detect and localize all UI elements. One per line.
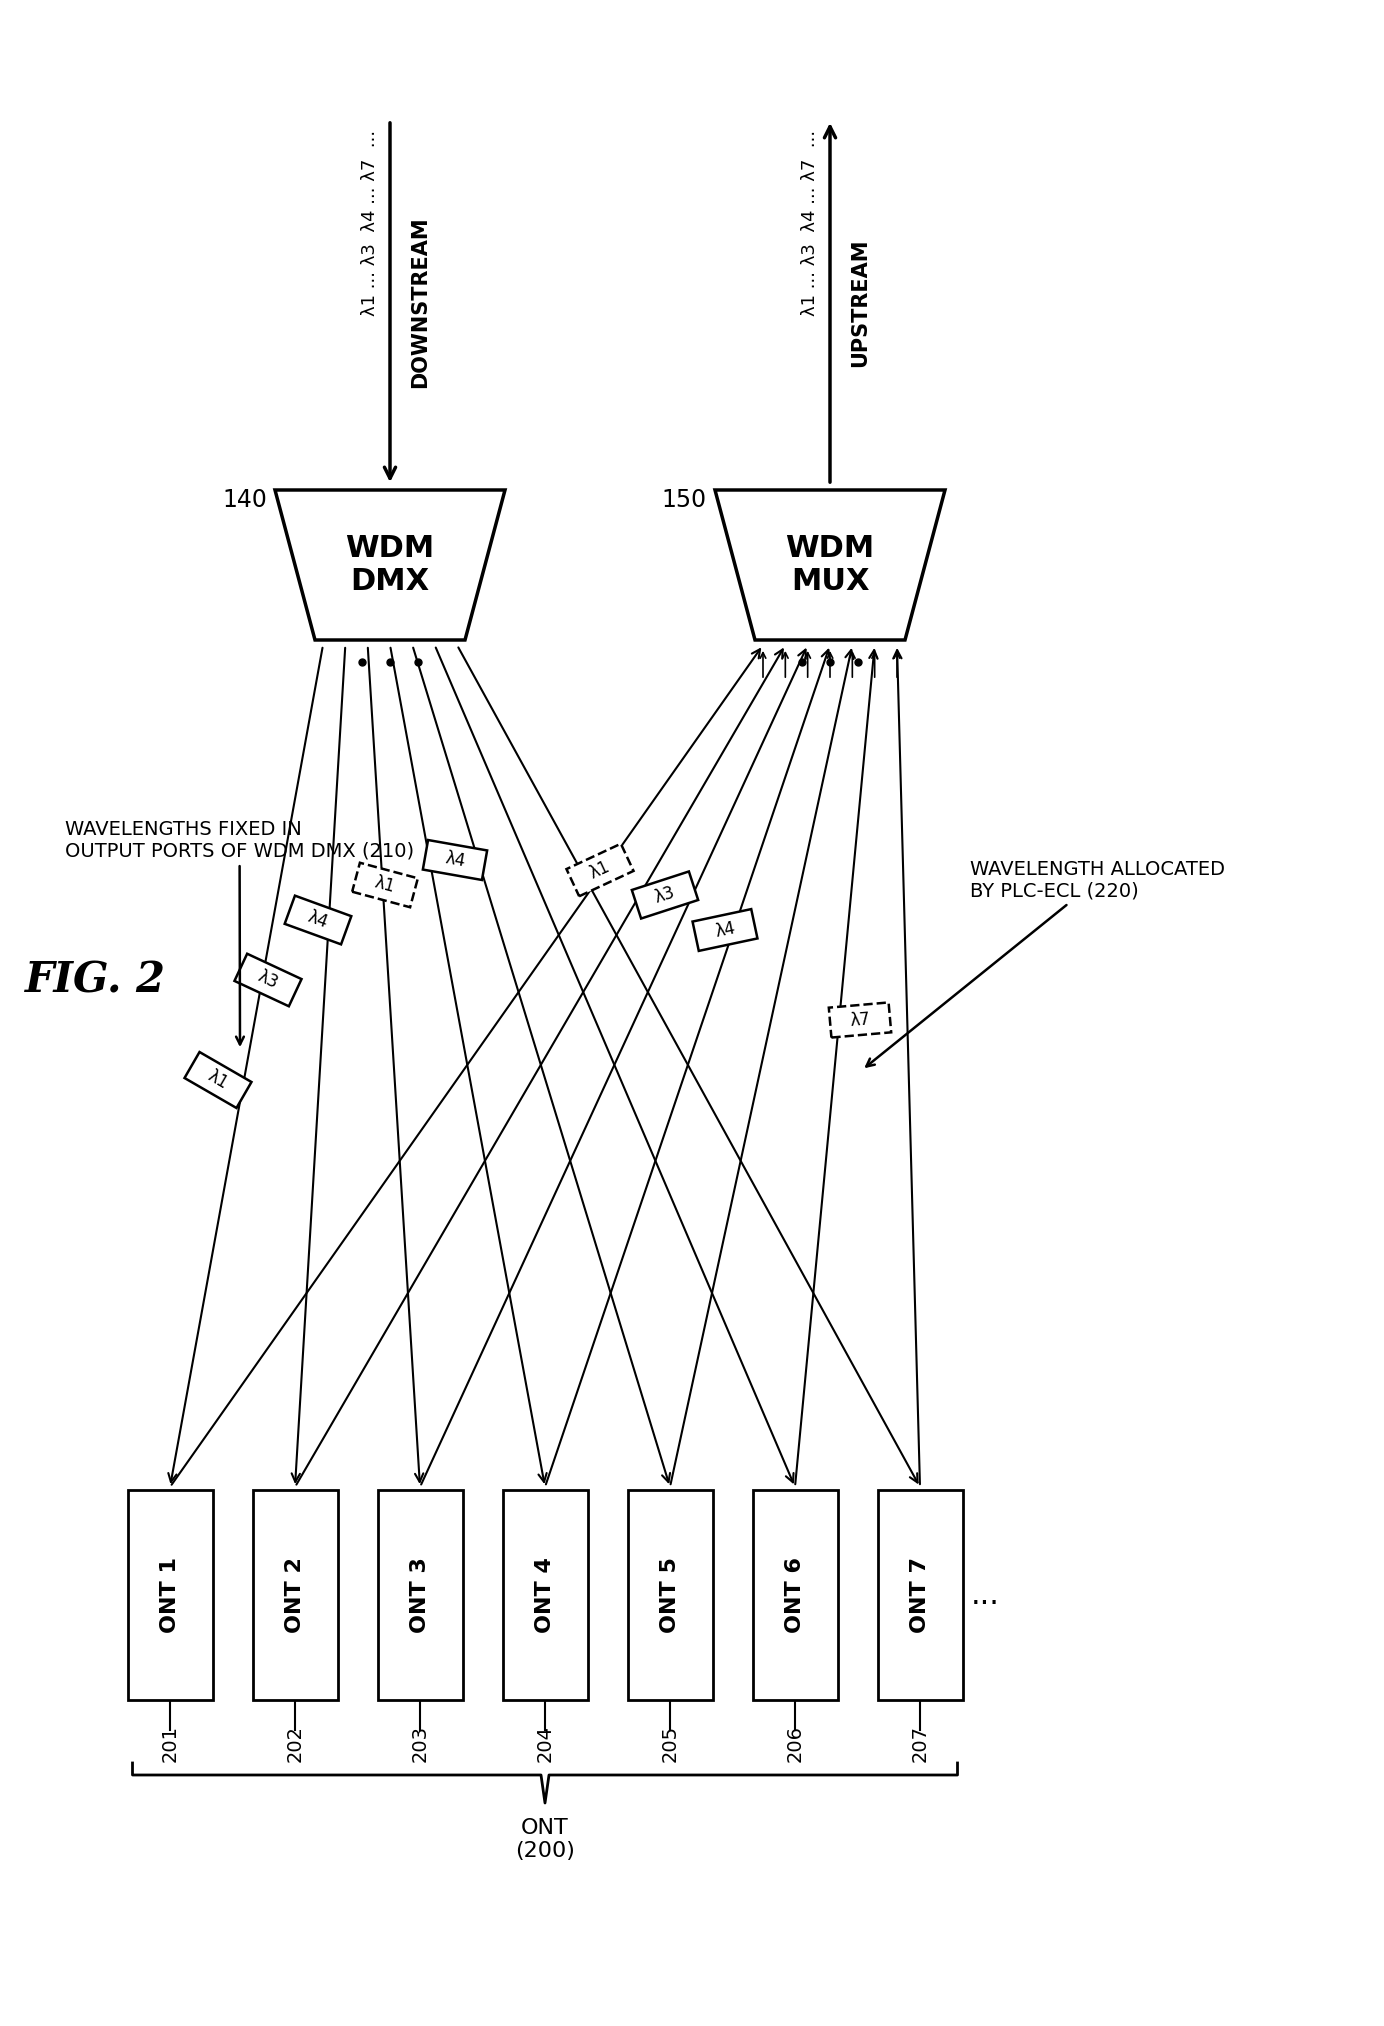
Text: ...: ... <box>970 1580 999 1609</box>
Text: ONT 5: ONT 5 <box>660 1558 680 1633</box>
Text: ONT 2: ONT 2 <box>285 1558 304 1633</box>
Polygon shape <box>275 490 505 640</box>
Bar <box>424 841 487 879</box>
Text: 204: 204 <box>536 1724 555 1763</box>
Text: WAVELENGTHS FIXED IN
OUTPUT PORTS OF WDM DMX (210): WAVELENGTHS FIXED IN OUTPUT PORTS OF WDM… <box>65 819 414 1045</box>
Text: 203: 203 <box>411 1724 429 1763</box>
Text: λ4: λ4 <box>306 908 331 932</box>
Text: ONT 4: ONT 4 <box>536 1558 555 1633</box>
Text: λ1: λ1 <box>205 1068 231 1092</box>
Text: WDM
MUX: WDM MUX <box>785 533 875 596</box>
Bar <box>753 1489 837 1700</box>
Text: WAVELENGTH ALLOCATED
BY PLC-ECL (220): WAVELENGTH ALLOCATED BY PLC-ECL (220) <box>866 859 1225 1066</box>
Text: ONT 7: ONT 7 <box>911 1558 930 1633</box>
Text: λ1: λ1 <box>587 857 613 883</box>
Bar <box>184 1051 252 1108</box>
Text: λ4: λ4 <box>443 849 466 871</box>
Text: DOWNSTREAM: DOWNSTREAM <box>410 217 430 389</box>
Bar <box>502 1489 587 1700</box>
Text: λ7: λ7 <box>848 1011 871 1029</box>
Text: 140: 140 <box>221 488 267 513</box>
Bar <box>692 910 757 950</box>
Bar <box>127 1489 213 1700</box>
Bar <box>378 1489 462 1700</box>
Bar <box>627 1489 713 1700</box>
Text: λ3: λ3 <box>652 883 678 908</box>
Text: ONT 1: ONT 1 <box>161 1558 180 1633</box>
Bar <box>285 895 352 944</box>
Text: WDM
DMX: WDM DMX <box>346 533 435 596</box>
Bar <box>632 871 698 918</box>
Text: ONT 3: ONT 3 <box>410 1558 430 1633</box>
Text: 202: 202 <box>285 1724 304 1763</box>
Text: λ4: λ4 <box>713 920 736 940</box>
Text: 207: 207 <box>911 1724 930 1763</box>
Text: λ1 ... λ3  λ4 ... λ7  ...: λ1 ... λ3 λ4 ... λ7 ... <box>361 130 379 316</box>
Bar <box>877 1489 962 1700</box>
Text: 201: 201 <box>161 1724 180 1763</box>
Text: λ1 ... λ3  λ4 ... λ7  ...: λ1 ... λ3 λ4 ... λ7 ... <box>801 130 819 316</box>
Bar <box>566 843 634 895</box>
Text: 206: 206 <box>786 1724 804 1763</box>
Bar <box>829 1003 891 1037</box>
Text: 150: 150 <box>662 488 707 513</box>
Text: ONT 6: ONT 6 <box>785 1558 805 1633</box>
Polygon shape <box>716 490 945 640</box>
Text: UPSTREAM: UPSTREAM <box>850 239 871 367</box>
Bar <box>352 863 418 908</box>
Text: λ3: λ3 <box>255 968 281 993</box>
Bar <box>252 1489 338 1700</box>
Text: λ1: λ1 <box>372 873 397 895</box>
Text: FIG. 2: FIG. 2 <box>25 958 166 1001</box>
Text: 205: 205 <box>660 1724 680 1763</box>
Text: ONT
(200): ONT (200) <box>515 1817 574 1862</box>
Bar <box>234 954 302 1007</box>
